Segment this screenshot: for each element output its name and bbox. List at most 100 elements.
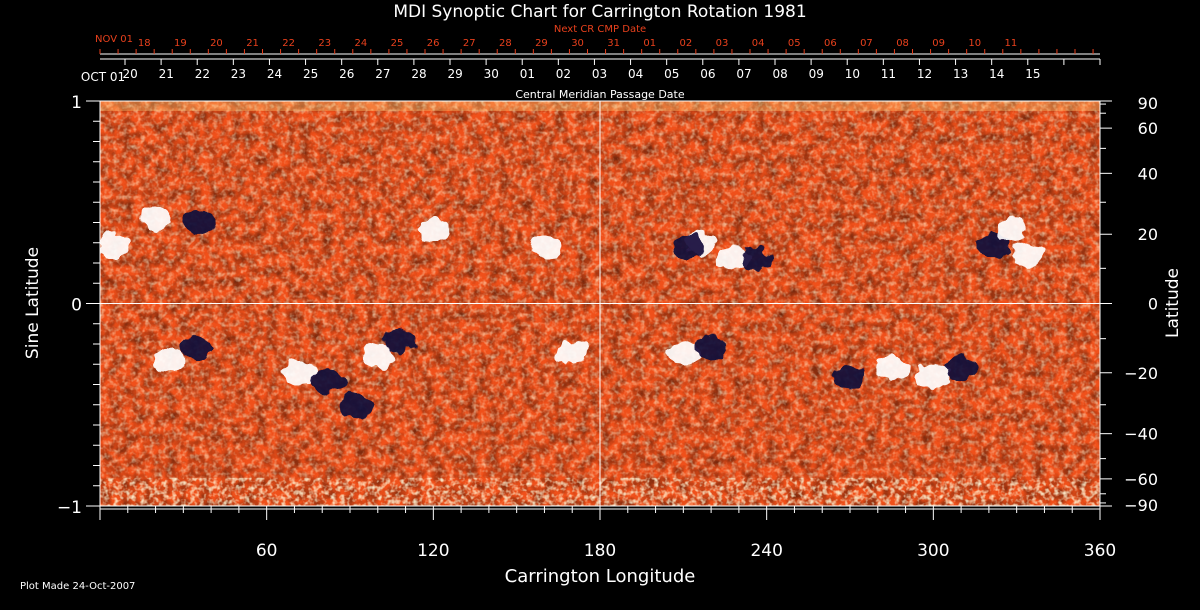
active-region-negative [945,356,978,381]
x-tick-label: 60 [256,541,278,561]
cmp-date-label: 15 [1025,67,1040,81]
cmp-date-label: 04 [628,67,643,81]
active-region-positive [284,360,316,385]
cmp-date-label: 10 [845,67,860,81]
y-axis-label-left: Sine Latitude [23,247,43,359]
next-cmp-date-label: 21 [246,38,259,49]
cmp-date-label: 05 [664,67,679,81]
y-tick-label-left: 1 [71,93,82,113]
y-tick-label-left: −1 [57,498,82,518]
next-cmp-date-label: 05 [788,38,801,49]
cmp-date-label: 13 [953,67,968,81]
y-tick-label-right: −40 [1124,425,1158,444]
cmp-date-label: 07 [736,67,751,81]
active-region-positive [667,340,700,365]
cmp-date-label: 21 [159,67,174,81]
cmp-date-label: 29 [447,67,462,81]
next-cmp-date-label: 04 [752,38,765,49]
y-tick-label-right: −20 [1124,364,1158,383]
active-region-negative [311,368,344,393]
x-tick-label: 360 [1084,541,1116,561]
next-cmp-date-label: 20 [210,38,223,49]
y-tick-label-left: 0 [71,296,82,316]
next-cmp-date-label: 09 [932,38,945,49]
cmp-date-label: 28 [411,67,426,81]
y-tick-label-right: 90 [1138,94,1158,113]
grid-lines [100,101,1100,506]
active-region-positive [528,234,561,259]
active-region-negative [739,246,772,271]
active-region-positive [995,218,1028,243]
y-axis-label-right: Latitude [1163,268,1183,338]
active-region-positive [875,356,908,381]
y-tick-label-right: 40 [1138,164,1158,183]
cmp-start-label: OCT 01 [81,70,125,84]
active-region-positive [153,348,186,373]
plot-made-note: Plot Made 24-Oct-2007 [20,581,135,592]
next-cmp-date-label: 19 [174,38,187,49]
y-tick-label-right: −90 [1124,496,1158,515]
cmp-date-label: 03 [592,67,607,81]
active-region-positive [556,340,589,365]
next-cmp-axis-label: Next CR CMP Date [554,24,646,35]
active-region-negative [181,336,214,361]
active-region-positive [1011,242,1044,267]
chart-title: MDI Synoptic Chart for Carrington Rotati… [393,2,806,22]
next-cmp-date-label: 11 [1005,38,1018,49]
active-region-positive [717,246,750,271]
x-tick-label: 120 [417,541,449,561]
y-tick-label-right: 0 [1148,295,1158,314]
active-region-positive [139,206,172,231]
next-cmp-date-label: 06 [824,38,837,49]
cmp-date-label: 01 [520,67,535,81]
next-cmp-date-label: 28 [499,38,512,49]
next-cmp-date-label: 18 [138,38,151,49]
next-cmp-date-label: 24 [355,38,368,49]
next-cmp-date-label: 25 [391,38,404,49]
next-cmp-date-label: 27 [463,38,476,49]
x-axis-label: Carrington Longitude [505,566,696,587]
axes: 60 120 180 240 300 36010−1906040200−20−40−60−… [57,38,1158,561]
cmp-date-label: 30 [484,67,499,81]
cmp-date-label: 12 [917,67,932,81]
cmp-date-label: 23 [231,67,246,81]
active-region-positive [917,364,950,389]
active-region-positive [100,234,130,259]
cmp-date-label: 24 [267,67,282,81]
cmp-date-label: 02 [556,67,571,81]
cmp-date-label: 22 [195,67,210,81]
active-region-negative [384,327,416,352]
cmp-date-label: 25 [303,67,318,81]
active-region-negative [978,234,1011,259]
cmp-date-label: 27 [375,67,390,81]
active-region-negative [181,210,214,235]
next-cmp-date-label: 08 [896,38,909,49]
x-tick-label: 240 [750,541,782,561]
active-regions [100,206,1044,417]
next-cmp-date-label: 02 [680,38,693,49]
cmp-date-label: 06 [700,67,715,81]
cmp-date-label: 26 [339,67,354,81]
cmp-date-label: 11 [881,67,896,81]
active-region-negative [834,364,866,389]
next-cmp-date-label: 07 [860,38,873,49]
next-cmp-date-label: 03 [716,38,729,49]
y-tick-label-right: −60 [1124,470,1158,489]
next-cmp-date-label: 26 [427,38,440,49]
active-region-negative [672,234,705,259]
x-tick-label: 300 [917,541,949,561]
next-cmp-date-label: 10 [968,38,981,49]
x-tick-label: 180 [584,541,616,561]
next-cmp-date-label: 30 [571,38,584,49]
cmp-date-label: 20 [122,67,137,81]
next-cmp-date-label: 31 [607,38,620,49]
active-region-negative [695,336,728,361]
y-tick-label-right: 20 [1138,225,1158,244]
next-cmp-date-label: 22 [282,38,295,49]
next-cmp-date-label: 29 [535,38,548,49]
cmp-axis-label: Central Meridian Passage Date [515,88,684,101]
active-region-positive [417,218,450,243]
active-region-negative [339,392,372,417]
cmp-date-label: 08 [772,67,787,81]
